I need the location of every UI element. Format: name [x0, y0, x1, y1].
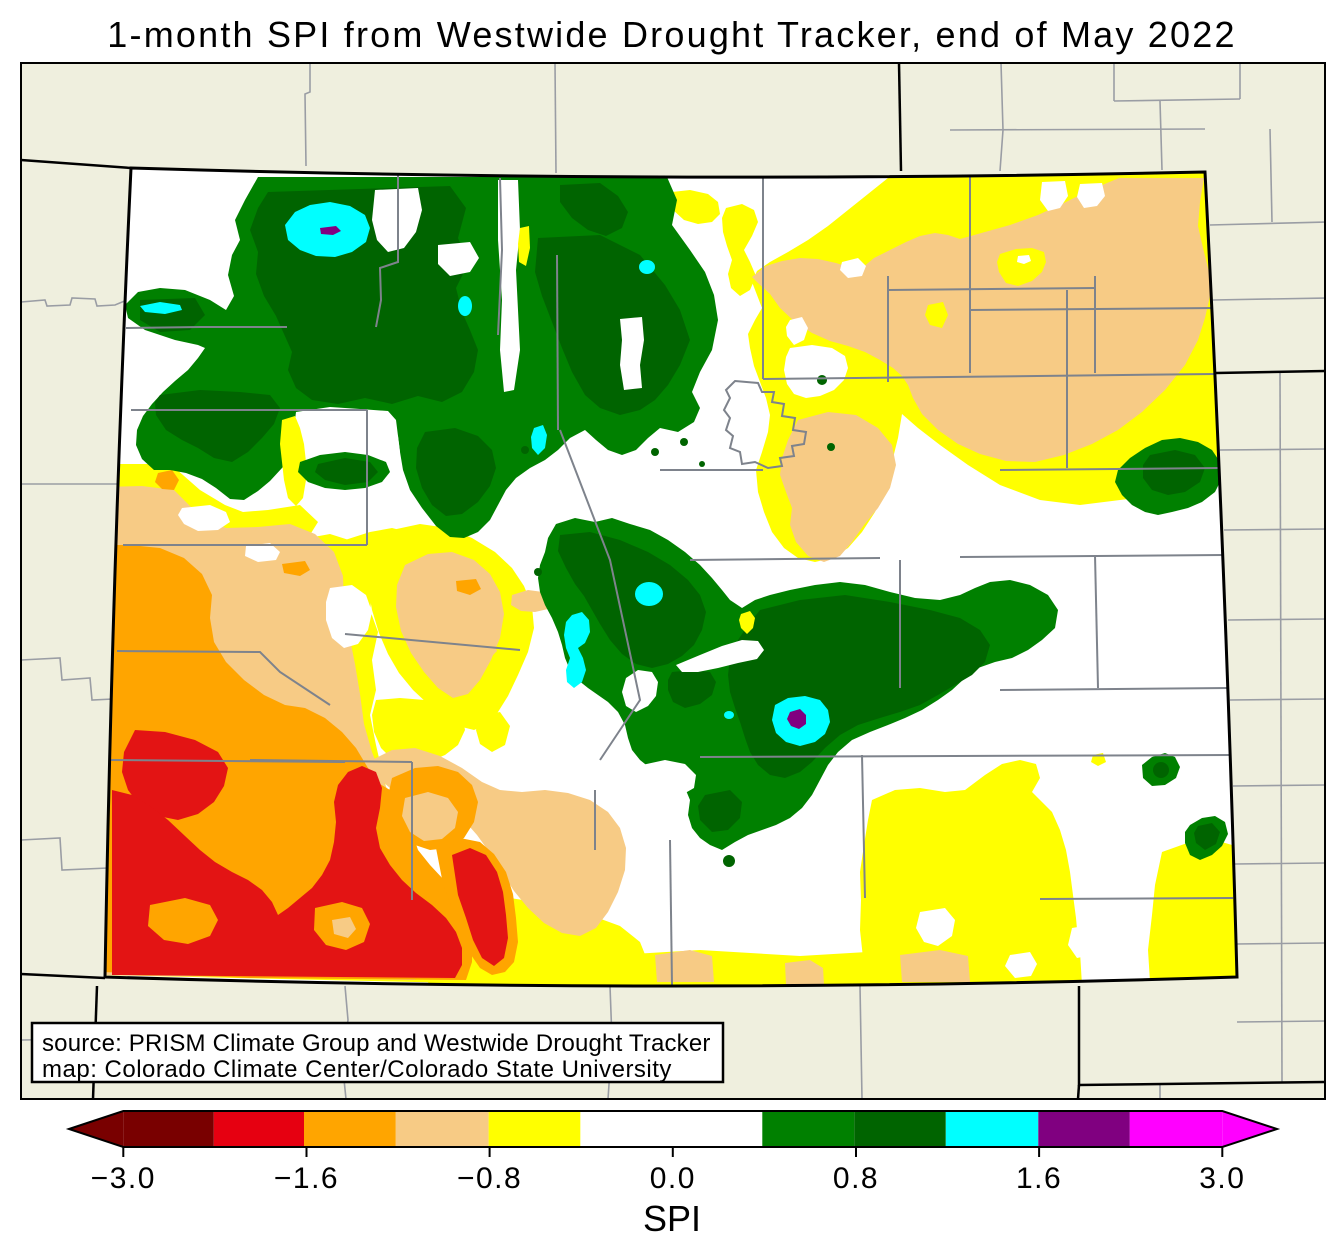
svg-text:1.6: 1.6	[1016, 1162, 1062, 1195]
svg-text:0.8: 0.8	[833, 1162, 879, 1195]
svg-text:0.0: 0.0	[650, 1162, 696, 1195]
svg-text:1-month SPI from Westwide Drou: 1-month SPI from Westwide Drought Tracke…	[107, 14, 1236, 55]
svg-text:−3.0: −3.0	[91, 1162, 156, 1195]
svg-text:−0.8: −0.8	[457, 1162, 522, 1195]
svg-text:source: PRISM Climate Group an: source: PRISM Climate Group and Westwide…	[42, 1030, 711, 1057]
svg-text:SPI: SPI	[643, 1198, 701, 1239]
svg-text:3.0: 3.0	[1199, 1162, 1245, 1195]
svg-text:−1.6: −1.6	[274, 1162, 339, 1195]
svg-text:map: Colorado Climate Center/C: map: Colorado Climate Center/Colorado St…	[42, 1056, 672, 1083]
